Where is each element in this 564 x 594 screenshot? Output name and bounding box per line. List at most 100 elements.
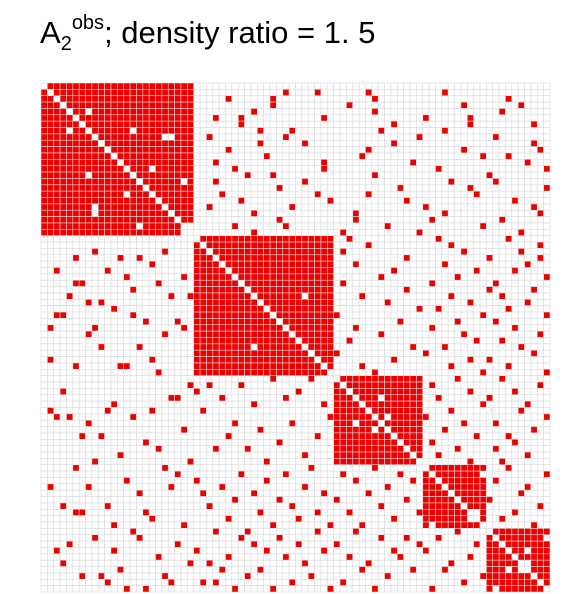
matrix-cell-empty bbox=[269, 114, 277, 122]
matrix-cell-empty bbox=[199, 108, 207, 116]
matrix-cell-empty bbox=[416, 260, 424, 268]
matrix-cell-edge bbox=[396, 184, 404, 192]
matrix-cell-edge bbox=[276, 356, 284, 364]
matrix-cell-empty bbox=[237, 375, 245, 383]
matrix-cell-empty bbox=[72, 470, 80, 478]
matrix-cell-empty bbox=[307, 209, 315, 217]
matrix-cell-empty bbox=[72, 356, 80, 364]
matrix-cell-empty bbox=[403, 279, 411, 287]
matrix-cell-edge bbox=[231, 419, 239, 427]
matrix-cell-empty bbox=[327, 394, 334, 402]
matrix-cell-empty bbox=[333, 305, 341, 313]
matrix-cell-edge bbox=[263, 248, 271, 256]
matrix-cell-empty bbox=[225, 190, 233, 198]
matrix-cell-edge bbox=[288, 254, 296, 262]
matrix-cell-empty bbox=[136, 470, 144, 478]
matrix-cell-empty bbox=[66, 477, 74, 485]
matrix-cell-edge bbox=[53, 159, 61, 167]
matrix-cell-empty bbox=[193, 101, 201, 109]
matrix-cell-empty bbox=[524, 254, 532, 262]
matrix-cell-edge bbox=[110, 197, 118, 205]
matrix-cell-edge bbox=[199, 299, 207, 306]
matrix-cell-edge bbox=[117, 108, 125, 116]
matrix-cell-edge bbox=[327, 356, 334, 364]
matrix-cell-empty bbox=[428, 318, 436, 326]
matrix-cell-empty bbox=[416, 470, 424, 478]
matrix-cell-empty bbox=[371, 324, 379, 332]
matrix-cell-empty bbox=[85, 451, 93, 459]
matrix-cell-empty bbox=[269, 127, 277, 135]
matrix-cell-edge bbox=[377, 127, 385, 135]
matrix-cell-edge bbox=[161, 209, 169, 217]
matrix-cell-empty bbox=[231, 209, 239, 217]
matrix-cell-empty bbox=[117, 343, 125, 351]
matrix-cell-empty bbox=[473, 349, 481, 357]
matrix-cell-empty bbox=[416, 101, 424, 109]
matrix-cell-empty bbox=[327, 184, 334, 192]
matrix-cell-edge bbox=[104, 178, 112, 186]
matrix-cell-edge bbox=[346, 438, 354, 446]
matrix-cell-empty bbox=[447, 330, 455, 338]
matrix-cell-empty bbox=[530, 209, 538, 217]
matrix-cell-empty bbox=[78, 254, 86, 262]
matrix-cell-empty bbox=[53, 438, 61, 446]
matrix-cell-empty bbox=[263, 95, 271, 103]
matrix-cell-empty bbox=[327, 152, 334, 160]
matrix-cell-empty bbox=[53, 458, 61, 466]
matrix-cell-empty bbox=[486, 190, 494, 198]
matrix-cell-edge bbox=[409, 400, 417, 408]
matrix-cell-empty bbox=[435, 190, 443, 198]
matrix-cell-empty bbox=[263, 438, 271, 446]
matrix-cell-empty bbox=[263, 419, 271, 427]
matrix-cell-edge bbox=[199, 273, 207, 281]
matrix-cell-empty bbox=[174, 400, 182, 408]
matrix-cell-empty bbox=[403, 369, 411, 376]
matrix-cell-empty bbox=[129, 477, 137, 485]
matrix-cell-empty bbox=[384, 216, 392, 224]
matrix-cell-edge bbox=[250, 349, 258, 357]
matrix-cell-empty bbox=[117, 356, 125, 364]
matrix-cell-empty bbox=[85, 369, 93, 376]
matrix-cell-empty bbox=[47, 235, 55, 243]
matrix-cell-empty bbox=[517, 254, 525, 262]
matrix-cell-edge bbox=[110, 209, 118, 217]
matrix-cell-empty bbox=[384, 95, 392, 103]
matrix-cell-edge bbox=[218, 299, 226, 306]
matrix-cell-empty bbox=[237, 477, 245, 485]
matrix-cell-empty bbox=[333, 241, 341, 249]
matrix-cell-empty bbox=[396, 133, 404, 141]
matrix-cell-empty bbox=[403, 139, 411, 147]
matrix-cell-empty bbox=[110, 318, 118, 326]
matrix-cell-empty bbox=[180, 254, 188, 262]
matrix-cell-empty bbox=[358, 464, 366, 472]
matrix-cell-edge bbox=[466, 299, 474, 306]
matrix-cell-edge bbox=[346, 235, 354, 243]
matrix-cell-edge bbox=[123, 120, 131, 128]
matrix-cell-empty bbox=[91, 286, 99, 294]
matrix-cell-empty bbox=[123, 464, 131, 472]
matrix-cell-empty bbox=[250, 394, 258, 402]
matrix-cell-empty bbox=[174, 311, 182, 319]
matrix-cell-empty bbox=[237, 108, 245, 116]
matrix-cell-empty bbox=[142, 369, 150, 376]
matrix-cell-empty bbox=[59, 458, 67, 466]
matrix-cell-empty bbox=[479, 451, 487, 459]
matrix-cell-edge bbox=[333, 349, 341, 357]
matrix-cell-empty bbox=[543, 305, 551, 313]
matrix-cell-edge bbox=[180, 184, 188, 192]
matrix-cell-empty bbox=[416, 254, 424, 262]
matrix-cell-empty bbox=[97, 254, 105, 262]
matrix-cell-edge bbox=[339, 458, 347, 466]
matrix-cell-empty bbox=[358, 248, 366, 256]
matrix-cell-empty bbox=[59, 267, 67, 275]
matrix-cell-edge bbox=[91, 229, 99, 236]
matrix-cell-edge bbox=[409, 419, 417, 427]
matrix-cell-empty bbox=[377, 108, 385, 116]
matrix-cell-empty bbox=[72, 337, 80, 345]
matrix-cell-empty bbox=[276, 407, 284, 415]
matrix-cell-edge bbox=[85, 190, 93, 198]
matrix-cell-edge bbox=[263, 235, 271, 243]
matrix-cell-empty bbox=[505, 330, 513, 338]
matrix-cell-empty bbox=[479, 286, 487, 294]
matrix-cell-empty bbox=[97, 260, 105, 268]
